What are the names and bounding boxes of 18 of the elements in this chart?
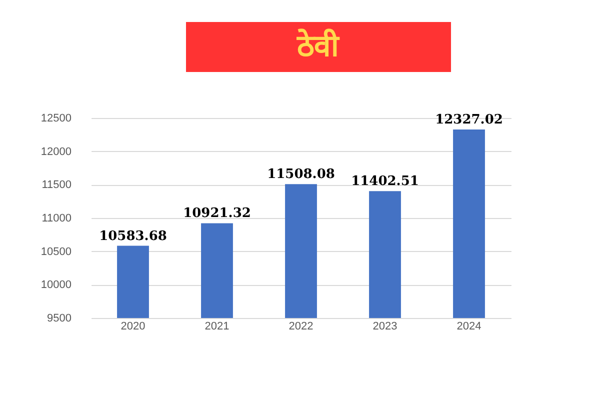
data-label: 10583.68: [99, 228, 167, 244]
x-tick-label: 2024: [456, 320, 482, 332]
data-label: 10921.32: [183, 206, 251, 222]
y-tick-label: 12500: [40, 112, 72, 124]
y-tick-label: 10000: [40, 279, 72, 292]
x-tick-label: 2020: [120, 320, 146, 332]
y-tick-label: 11000: [42, 212, 72, 224]
data-label: 11402.51: [351, 174, 419, 190]
y-tick-label: 10500: [40, 246, 72, 258]
x-tick-label: 2023: [372, 320, 398, 332]
chart-title: ठेवी: [296, 28, 340, 64]
data-label: 12327.02: [435, 112, 503, 128]
x-tick-label: 2021: [204, 320, 230, 332]
x-tick-label: 2022: [288, 320, 314, 332]
y-tick-label: 12000: [40, 146, 72, 158]
y-tick-label: 11500: [42, 179, 72, 192]
y-tick-label: 9500: [47, 312, 72, 324]
data-label: 11508.08: [267, 167, 335, 182]
